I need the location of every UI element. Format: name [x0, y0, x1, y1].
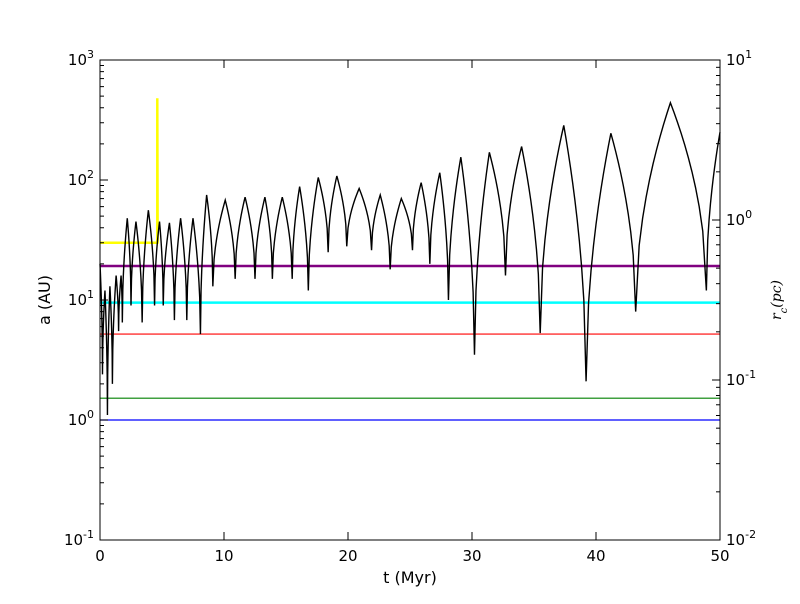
y2-tick-label-exponent: -1: [745, 368, 756, 381]
y2-tick-label: 100: [726, 208, 752, 229]
y-tick-label-base: 10: [68, 51, 87, 69]
y-tick-label: 102: [68, 168, 94, 189]
y-tick-label-base: 10: [68, 171, 87, 189]
y2-axis-label-rest: (pc): [769, 280, 785, 308]
x-tick-label: 40: [586, 547, 605, 565]
y2-tick-label-exponent: 0: [745, 208, 752, 221]
x-tick-label: 50: [710, 547, 729, 565]
y2-tick-label: 101: [726, 48, 752, 69]
x-tick-label: 20: [338, 547, 357, 565]
y-tick-label: 101: [68, 288, 94, 309]
x-tick-label: 30: [462, 547, 481, 565]
y-tick-label-exponent: 3: [87, 48, 94, 61]
y2-tick-label-base: 10: [726, 211, 745, 229]
y2-tick-label-exponent: -2: [745, 528, 756, 541]
x-tick-label: 0: [95, 547, 105, 565]
y-tick-label: 10-1: [64, 528, 94, 549]
ticks-layer: 0 10 20 30 40 5010-110010110210310-210-110010…: [64, 48, 756, 565]
y-tick-label-exponent: 0: [87, 408, 94, 421]
y-tick-label-exponent: -1: [83, 528, 94, 541]
y2-tick-label-base: 10: [726, 531, 745, 549]
y-axis-label: a (AU): [35, 275, 54, 325]
lines-layer: [99, 98, 721, 421]
y2-axis-label: rc(pc): [769, 280, 790, 320]
y2-axis-label-base: r: [769, 312, 785, 320]
y-tick-label-base: 10: [64, 531, 83, 549]
y-tick-label-base: 10: [68, 411, 87, 429]
x-axis-label: t (Myr): [383, 568, 437, 587]
y2-tick-label: 10-2: [726, 528, 756, 549]
y2-tick-label-base: 10: [726, 371, 745, 389]
y2-tick-label-base: 10: [726, 51, 745, 69]
series-line-semimajor-axis: [99, 100, 721, 416]
y-tick-label: 100: [68, 408, 94, 429]
y2-axis-label-sub: c: [779, 307, 790, 313]
y-tick-label-exponent: 2: [87, 168, 94, 181]
y-tick-label: 103: [68, 48, 94, 69]
plot-frame: [99, 59, 721, 541]
y2-tick-label-exponent: 1: [745, 48, 752, 61]
y2-tick-label: 10-1: [726, 368, 756, 389]
y-tick-label-base: 10: [68, 291, 87, 309]
y-tick-label-exponent: 1: [87, 288, 94, 301]
x-tick-label: 10: [214, 547, 233, 565]
